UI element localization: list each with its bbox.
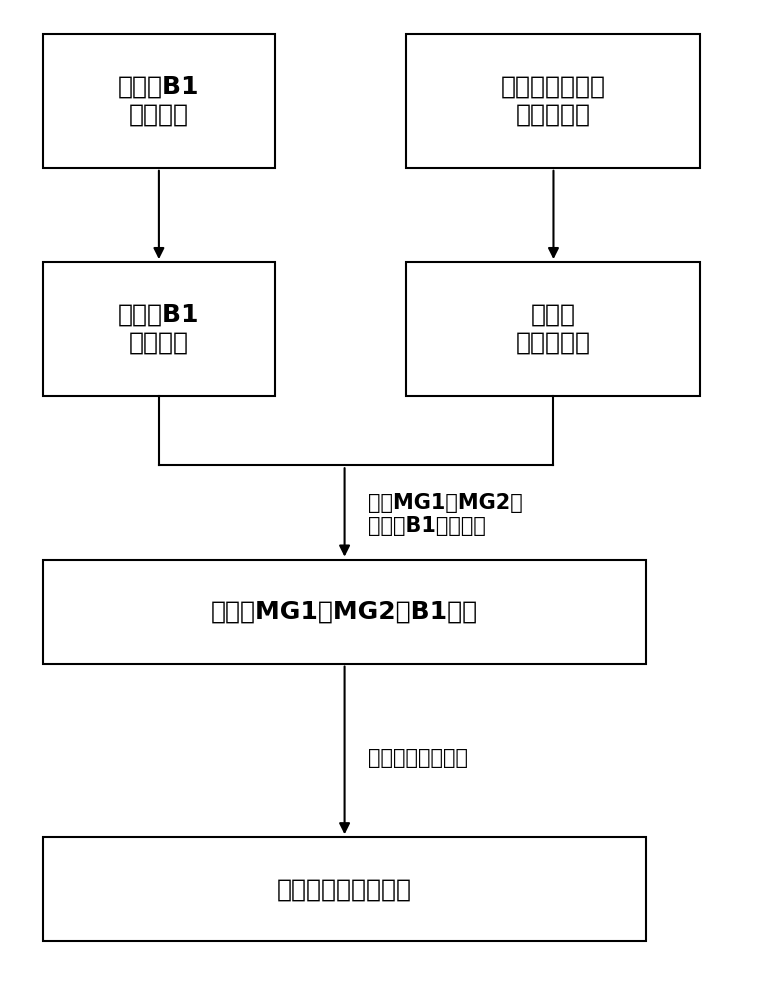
Text: 最优发动机起动曲线: 最优发动机起动曲线 <box>277 877 412 901</box>
Text: 电机MG1、MG2、
制动器B1转矩限制: 电机MG1、MG2、 制动器B1转矩限制 <box>368 493 522 536</box>
Text: 各时刻
发动机转矩: 各时刻 发动机转矩 <box>516 303 591 355</box>
Bar <box>43 262 275 396</box>
Text: 相邻时刻发动机
转角、转速: 相邻时刻发动机 转角、转速 <box>501 75 606 127</box>
Text: 制动器B1
转矩曲线: 制动器B1 转矩曲线 <box>118 303 199 355</box>
Text: 制动器B1
初始转矩: 制动器B1 初始转矩 <box>118 75 199 127</box>
Bar <box>407 262 701 396</box>
Text: 各时刻MG1、MG2、B1转矩: 各时刻MG1、MG2、B1转矩 <box>211 600 478 624</box>
Bar <box>43 837 646 941</box>
Bar <box>43 560 646 664</box>
Bar <box>43 34 275 168</box>
Text: 动态规划数值求解: 动态规划数值求解 <box>368 748 468 768</box>
Bar <box>407 34 701 168</box>
